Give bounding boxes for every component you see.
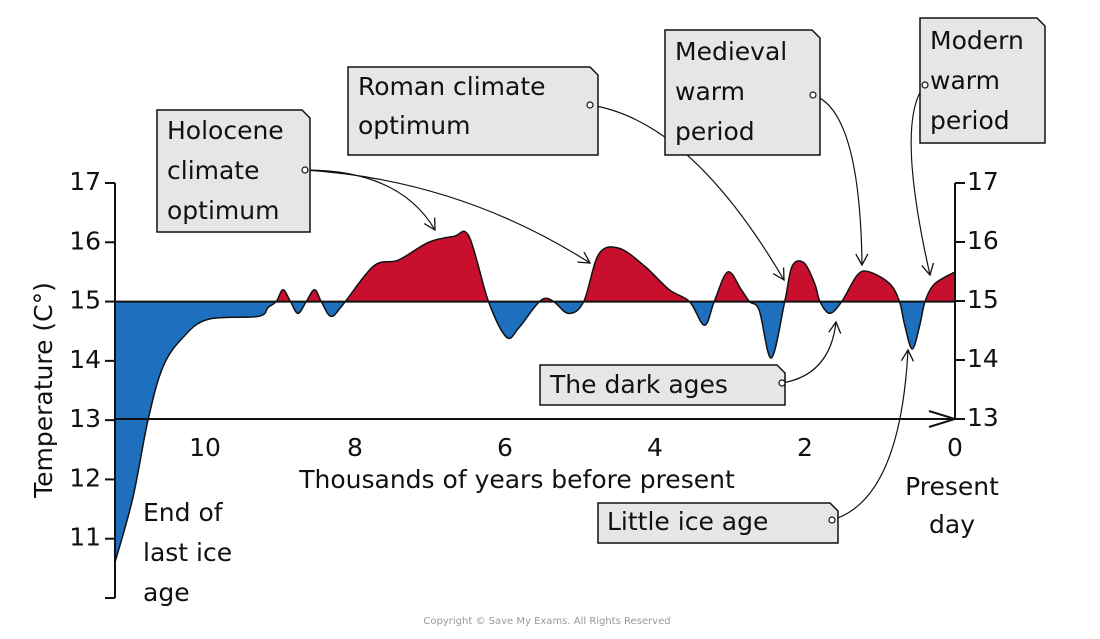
y-tick-label: 16	[69, 226, 101, 255]
temperature-line	[114, 230, 956, 563]
y2-tick-label: 14	[967, 344, 999, 373]
annotation-box	[919, 17, 1046, 144]
annotation-box	[539, 364, 786, 406]
annotation-text: Modern	[930, 26, 1024, 55]
start-label: End of	[143, 498, 224, 527]
x-axis-label: Thousands of years before present	[298, 465, 735, 494]
leader-arrow	[304, 169, 436, 232]
annotation-box	[597, 502, 839, 544]
annotation-text: warm	[675, 77, 745, 106]
leader-dot	[778, 379, 786, 387]
leader-dot	[301, 166, 309, 174]
leader-arrow	[781, 320, 842, 384]
annotation-text: optimum	[358, 111, 470, 140]
x-tick-label: 0	[947, 433, 963, 462]
annotation-box	[156, 109, 311, 233]
leader-dot	[921, 81, 929, 89]
annotation-text: Roman climate	[358, 72, 546, 101]
annotation-text: Medieval	[675, 37, 787, 66]
y2-tick-label: 16	[967, 226, 999, 255]
area-above	[115, 231, 955, 302]
start-label: last ice	[143, 538, 232, 567]
x-tick-label: 4	[647, 433, 663, 462]
x-tick-label: 2	[797, 433, 813, 462]
start-label: age	[143, 578, 190, 607]
annotation-text: period	[930, 106, 1010, 135]
annotation-box	[664, 29, 821, 156]
y2-tick-label: 13	[967, 403, 999, 432]
annotation-text: Holocene	[167, 116, 284, 145]
leader-arrow	[831, 348, 914, 521]
annotation-text: warm	[930, 66, 1000, 95]
end-label: Present	[905, 472, 999, 501]
annotation-box	[347, 66, 599, 156]
copyright: Copyright © Save My Exams. All Rights Re…	[423, 616, 670, 627]
annotation-text: climate	[167, 156, 260, 185]
annotation-text: period	[675, 117, 755, 146]
y2-tick-label: 15	[967, 285, 999, 314]
leader-arrow	[304, 169, 592, 264]
y2-tick-label: 17	[967, 167, 999, 196]
x-tick-label: 6	[497, 433, 513, 462]
end-label: day	[929, 510, 975, 539]
leader-arrow	[589, 104, 785, 282]
y-tick-label: 12	[69, 463, 101, 492]
y-tick-label: 17	[69, 167, 101, 196]
y-tick-label: 14	[69, 345, 101, 374]
y-tick-label: 13	[69, 404, 101, 433]
leader-arrow	[812, 94, 869, 267]
annotation-text: The dark ages	[549, 370, 728, 399]
annotation-text: Little ice age	[607, 507, 768, 536]
y-tick-label: 11	[69, 523, 101, 552]
leader-dot	[809, 91, 817, 99]
leader-dot	[828, 516, 836, 524]
x-tick-label: 8	[347, 433, 363, 462]
annotation-text: optimum	[167, 196, 279, 225]
leader-arrow	[910, 84, 935, 277]
leader-dot	[586, 101, 594, 109]
y-tick-label: 15	[69, 286, 101, 315]
x-tick-label: 10	[189, 433, 221, 462]
y-axis-label: Temperature (C°)	[29, 282, 58, 499]
